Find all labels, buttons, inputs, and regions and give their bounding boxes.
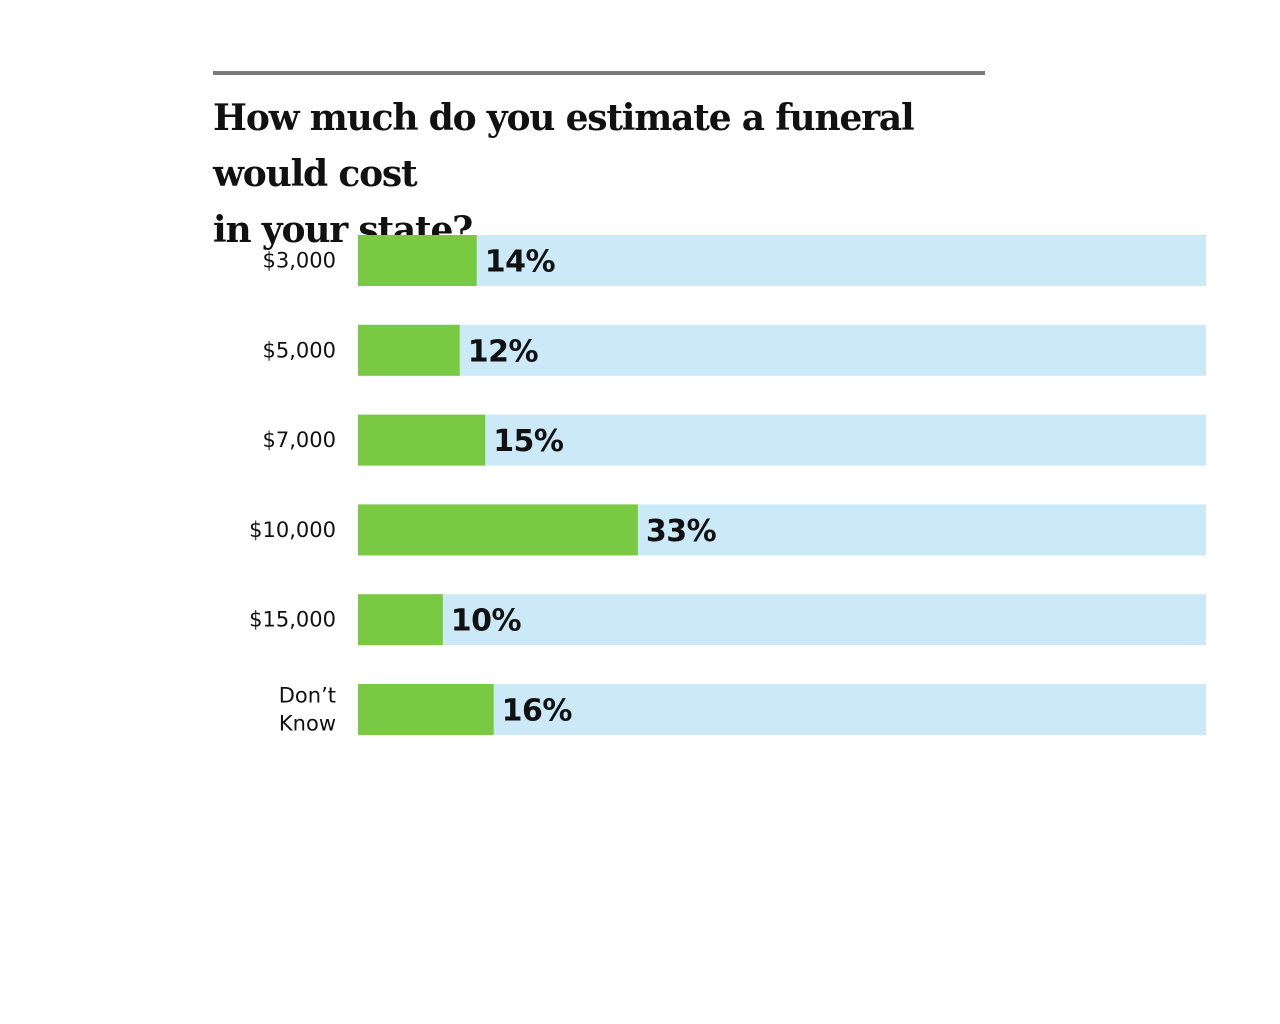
bar: [358, 684, 494, 735]
category-label: $5,000: [263, 338, 336, 362]
category-label: Don’t: [279, 684, 336, 708]
bar-track: [358, 414, 1206, 466]
bar-track: [358, 324, 1206, 376]
data-label: 15%: [493, 424, 564, 459]
category-label: $3,000: [263, 249, 336, 273]
data-label: 16%: [502, 694, 573, 729]
bar: [358, 594, 443, 646]
bar: [358, 235, 477, 286]
bar-track: [358, 235, 1206, 286]
data-label: 14%: [485, 245, 556, 280]
category-label: $15,000: [249, 608, 336, 632]
data-label: 33%: [646, 514, 717, 549]
category-label: $10,000: [249, 518, 336, 542]
category-label: $7,000: [263, 428, 336, 452]
bar: [358, 324, 460, 376]
bar: [358, 504, 638, 556]
bar-track: [358, 684, 1206, 735]
chart-title-line-1: How much do you estimate a funeral would…: [213, 97, 915, 195]
data-label: 10%: [451, 604, 522, 639]
bar-track: [358, 594, 1206, 646]
category-label: Know: [279, 712, 336, 736]
title-rule: [213, 71, 985, 75]
chart-title: How much do you estimate a funeral would…: [213, 90, 1013, 258]
data-label: 12%: [468, 334, 539, 369]
bar: [358, 414, 486, 466]
